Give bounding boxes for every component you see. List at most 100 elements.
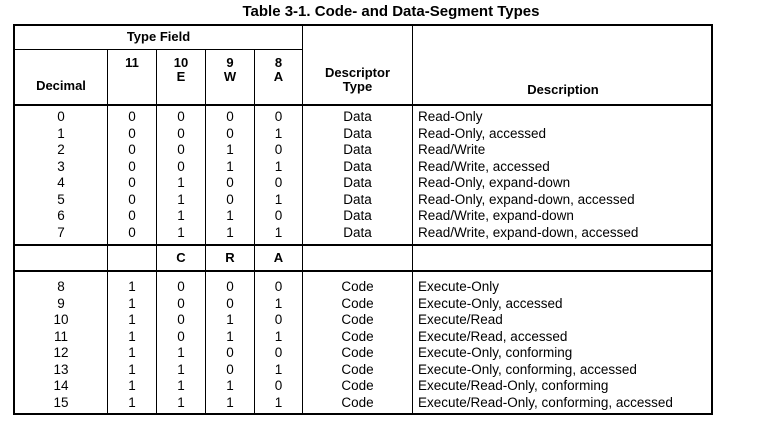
code-row-type-cell: Code xyxy=(341,295,374,311)
data-row-decimal-cell: 3 xyxy=(57,158,65,174)
code-row-b10-cell: 1 xyxy=(177,394,185,410)
rule xyxy=(15,104,711,106)
code-row-b11-cell: 1 xyxy=(128,279,136,294)
description-header: Description xyxy=(527,82,599,97)
data-row-b9-cell: 1 xyxy=(226,142,234,157)
data-row-b9-cell: 1 xyxy=(226,158,234,174)
data-row-b10-cell: 1 xyxy=(177,191,185,207)
data-row-type-cell: Data xyxy=(343,208,372,223)
data-row-b11-cell: 0 xyxy=(128,224,136,240)
data-row-type-cell: Data xyxy=(343,191,372,207)
data-row-desc-cell: Read/Write, accessed xyxy=(418,158,550,174)
code-description-column: Execute-Only Execute-Only, accessed Execut… xyxy=(413,279,711,411)
code-row-b9-cell: 1 xyxy=(226,378,234,393)
data-row-decimal-cell: 2 xyxy=(57,142,65,157)
rule xyxy=(156,49,157,414)
code-row-b8-cell: 0 xyxy=(274,345,283,360)
data-row-decimal-cell: 5 xyxy=(57,191,65,207)
data-row-b11-cell: 0 xyxy=(128,191,136,207)
code-row-decimal-cell: 10 xyxy=(53,312,69,327)
data-description-column: Read-Only Read-Only, accessed Read/Write Re… xyxy=(413,109,711,241)
data-row-desc-cell: Read-Only xyxy=(418,109,483,124)
data-row-b8-cell: 1 xyxy=(274,224,283,240)
data-row-decimal-cell: 4 xyxy=(57,175,65,190)
rule xyxy=(302,26,303,415)
code-row-desc-cell: Execute-Only, conforming xyxy=(418,345,573,360)
data-row-b10-cell: 1 xyxy=(177,224,185,240)
data-row-b10-cell: 1 xyxy=(177,175,185,190)
code-row-desc-cell: Execute-Only, accessed xyxy=(418,295,563,311)
code-row-b11-cell: 1 xyxy=(128,328,136,344)
code-row-b11-cell: 1 xyxy=(128,394,136,410)
code-row-b9-cell: 0 xyxy=(226,361,234,377)
code-row-b8-cell: 1 xyxy=(274,394,283,410)
code-row-b8-cell: 1 xyxy=(274,328,283,344)
code-row-b10-cell: 0 xyxy=(177,295,185,311)
code-row-decimal-cell: 12 xyxy=(53,345,69,360)
decimal-header: Decimal xyxy=(36,78,86,93)
data-row-b9-cell: 0 xyxy=(226,191,234,207)
data-row-type-cell: Data xyxy=(343,109,372,124)
rule xyxy=(15,49,303,50)
code-row-type-cell: Code xyxy=(341,279,374,294)
code-row-b11-cell: 1 xyxy=(128,345,136,360)
code-row-b8-cell: 1 xyxy=(274,361,283,377)
descriptor-type-header: Descriptor Type xyxy=(324,65,391,94)
data-row-type-cell: Data xyxy=(343,175,372,190)
rule xyxy=(412,26,413,415)
data-row-type-cell: Data xyxy=(343,142,372,157)
rule xyxy=(205,49,206,414)
code-row-decimal-cell: 9 xyxy=(57,295,65,311)
data-row-b10-cell: 0 xyxy=(177,125,185,141)
code-row-decimal-cell: 13 xyxy=(53,361,69,377)
data-row-b8-cell: 1 xyxy=(274,191,283,207)
code-row-b11-cell: 1 xyxy=(128,295,136,311)
rule xyxy=(107,49,108,414)
data-row-b9-cell: 1 xyxy=(226,208,234,223)
data-row-b8-cell: 0 xyxy=(274,175,283,190)
code-row-b10-cell: 1 xyxy=(177,345,185,360)
data-row-b9-cell: 0 xyxy=(226,109,234,124)
data-row-desc-cell: Read-Only, accessed xyxy=(418,125,547,141)
bit9-header: 9 W xyxy=(223,55,237,84)
data-row-b10-cell: 1 xyxy=(177,208,185,223)
data-row-b8-cell: 0 xyxy=(274,142,283,157)
data-row-b11-cell: 0 xyxy=(128,109,136,124)
bit11-header: 11 xyxy=(125,55,139,70)
data-row-desc-cell: Read/Write, expand-down, accessed xyxy=(418,224,639,240)
code-row-b9-cell: 0 xyxy=(226,279,234,294)
code-row-type-cell: Code xyxy=(341,378,374,393)
code-row-b9-cell: 0 xyxy=(226,345,234,360)
data-row-type-cell: Data xyxy=(343,224,372,240)
code-row-desc-cell: Execute/Read, accessed xyxy=(418,328,568,344)
data-row-desc-cell: Read/Write xyxy=(418,142,486,157)
data-row-b10-cell: 0 xyxy=(177,109,185,124)
data-row-desc-cell: Read/Write, expand-down xyxy=(418,208,574,223)
code-row-type-cell: Code xyxy=(341,345,374,360)
data-row-b10-cell: 0 xyxy=(177,158,185,174)
data-row-b9-cell: 1 xyxy=(226,224,234,240)
data-row-decimal-cell: 0 xyxy=(57,109,65,124)
code-row-decimal-cell: 11 xyxy=(53,328,68,344)
code-row-b10-cell: 0 xyxy=(177,312,185,327)
code-row-b9-cell: 1 xyxy=(226,312,234,327)
rule xyxy=(15,244,711,246)
data-row-b8-cell: 1 xyxy=(274,158,283,174)
code-row-b8-cell: 0 xyxy=(274,378,283,393)
code-row-desc-cell: Execute/Read-Only, conforming xyxy=(418,378,609,393)
data-row-b11-cell: 0 xyxy=(128,175,136,190)
code-row-b11-cell: 1 xyxy=(128,378,136,393)
data-type-column: Data Data Data Data Data Data Data Data xyxy=(303,109,412,241)
code-row-b8-cell: 1 xyxy=(274,295,283,311)
data-row-decimal-cell: 1 xyxy=(57,125,65,141)
code-row-type-cell: Code xyxy=(341,361,374,377)
type-field-header: Type Field xyxy=(126,29,191,44)
code-row-b11-cell: 1 xyxy=(128,361,136,377)
code-decimal-column: 8 9 10 11 12 13 14 15 xyxy=(15,279,107,411)
data-row-b9-cell: 0 xyxy=(226,175,234,190)
